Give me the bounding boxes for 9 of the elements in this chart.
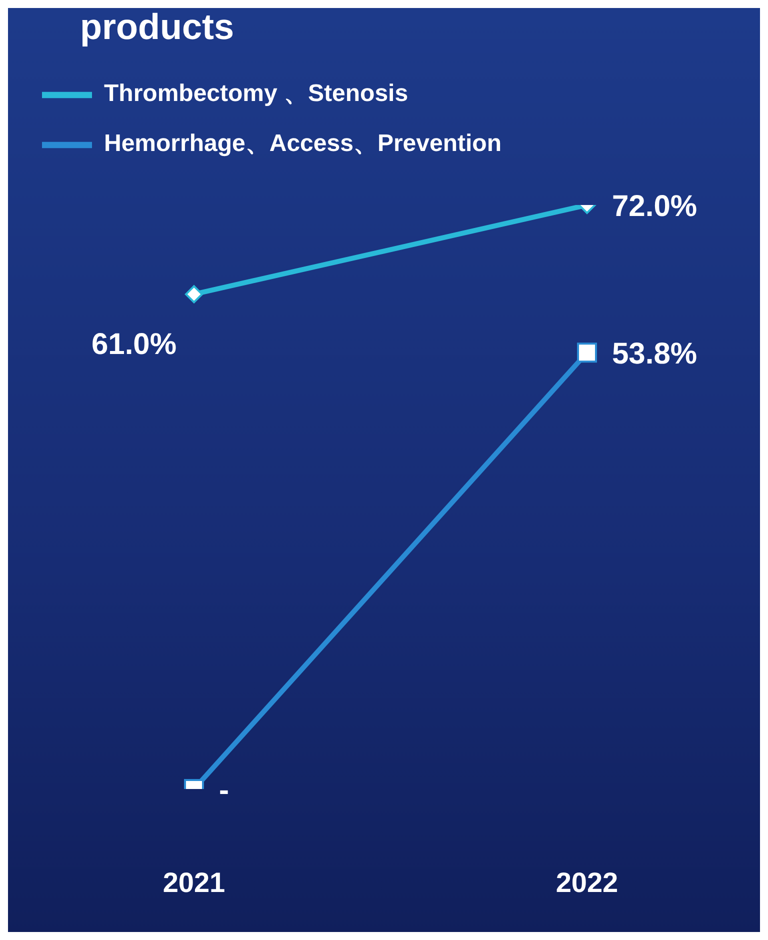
data-label: 72.0% [612,190,698,223]
data-label: 53.8% [612,338,698,371]
data-label: - [219,774,229,807]
x-tick-label: 2022 [556,866,618,898]
x-tick-label: 2021 [162,866,226,898]
data-label: 61.0% [91,328,177,362]
legend-label: Thrombectomy 、Stenosis [104,80,408,108]
legend-label: Hemorrhage、Access、Prevention [104,130,502,158]
chart-title: products [80,7,234,48]
